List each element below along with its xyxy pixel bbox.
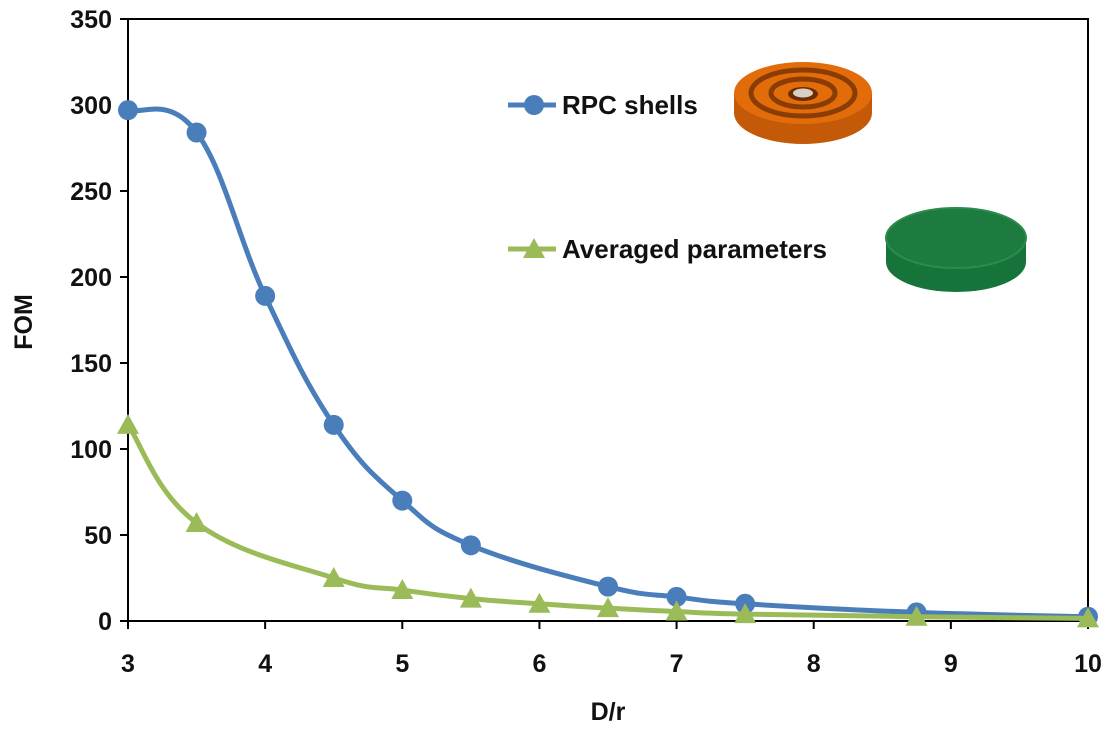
y-tick-label: 0 — [98, 608, 112, 636]
y-tick-label: 200 — [70, 264, 112, 292]
data-point — [597, 597, 619, 618]
series-layer — [117, 100, 1099, 628]
data-point — [391, 579, 414, 600]
legend-item-averaged-parameters: Averaged parameters — [508, 234, 827, 264]
data-point — [528, 592, 551, 613]
data-point — [665, 600, 688, 621]
x-tick-label: 8 — [807, 650, 821, 678]
data-point — [185, 511, 208, 532]
series-averaged-parameters — [117, 413, 1099, 628]
legend: RPC shells Averaged parameters — [508, 62, 1027, 292]
y-tick-label: 350 — [70, 6, 112, 34]
data-point — [323, 414, 344, 435]
legend-item-rpc-shells: RPC shells — [508, 90, 698, 120]
plot-frame — [127, 18, 1089, 622]
y-tick-label: 250 — [70, 178, 112, 206]
series-line — [125, 423, 1089, 621]
data-point — [598, 576, 618, 597]
y-tick-labels: 0 50 100 150 200 250 300 350 — [70, 6, 112, 636]
data-point — [118, 100, 138, 121]
data-point — [117, 413, 139, 434]
data-point — [666, 586, 687, 607]
x-tick-label: 7 — [670, 650, 684, 678]
x-tick-label: 6 — [532, 650, 546, 678]
data-point — [392, 490, 413, 511]
x-tick-label: 9 — [944, 650, 958, 678]
legend-marker-averaged-parameters — [523, 238, 545, 258]
legend-label-rpc-shells: RPC shells — [562, 90, 698, 120]
series-line — [127, 106, 1089, 620]
x-tick-label: 10 — [1074, 650, 1102, 678]
data-point — [255, 285, 276, 306]
axes — [120, 18, 1089, 629]
series-rpc-shells — [118, 100, 1098, 627]
y-tick-label: 100 — [70, 436, 112, 464]
x-tick-label: 4 — [258, 650, 272, 678]
data-point — [322, 567, 345, 587]
y-tick-label: 300 — [70, 92, 112, 120]
data-point — [186, 122, 207, 143]
green-disk-icon — [885, 207, 1027, 292]
x-tick-label: 5 — [395, 650, 409, 678]
x-tick-labels: 3 4 5 6 7 8 9 10 — [121, 650, 1102, 678]
data-point — [905, 605, 928, 626]
data-point — [460, 535, 481, 556]
data-point — [1077, 607, 1099, 628]
y-axis-title: FOM — [10, 294, 38, 350]
y-tick-label: 50 — [84, 522, 112, 550]
legend-marker-rpc-shells — [524, 95, 544, 115]
x-tick-label: 3 — [121, 650, 135, 678]
x-axis-title: D/r — [591, 698, 626, 726]
data-point — [734, 603, 757, 624]
orange-ring-disk-icon — [734, 62, 872, 144]
y-tick-label: 150 — [70, 350, 112, 378]
legend-label-averaged-parameters: Averaged parameters — [562, 234, 827, 264]
data-point — [459, 587, 482, 608]
